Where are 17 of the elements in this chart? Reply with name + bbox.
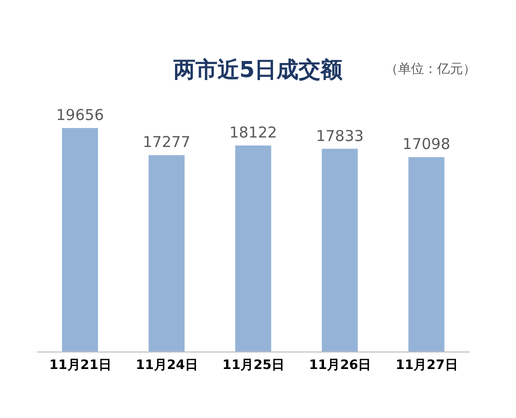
x-tick-label: 11月26日 <box>309 358 372 374</box>
x-tick-label: 11月24日 <box>136 358 198 374</box>
data-label: 17098 <box>402 135 450 154</box>
x-tick-label: 11月21日 <box>49 358 112 374</box>
data-label: 18122 <box>229 123 278 142</box>
data-label: 17833 <box>316 126 364 145</box>
bar <box>322 148 358 352</box>
chart-title: 两市近5日成交额 <box>173 58 343 83</box>
bar <box>62 128 98 352</box>
data-label: 17277 <box>142 133 190 152</box>
text: （单位：亿元） <box>385 61 476 78</box>
x-tick-label: 11月25日 <box>222 358 285 374</box>
bar <box>235 145 272 352</box>
data-label: 19656 <box>56 106 104 124</box>
bar <box>148 155 185 352</box>
x-tick-label: 11月27日 <box>396 358 458 374</box>
bar <box>408 157 444 352</box>
